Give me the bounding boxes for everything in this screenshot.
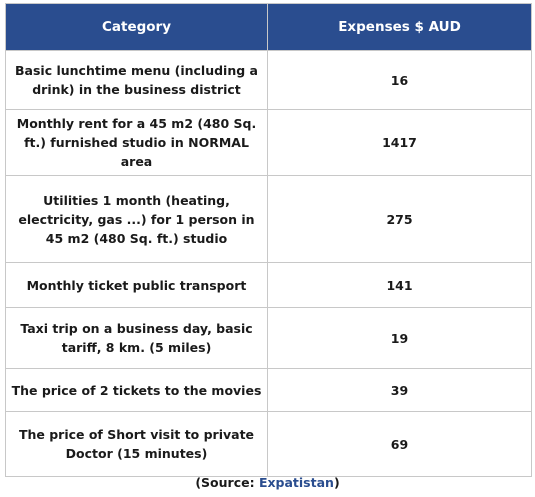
- table-row: The price of 2 tickets to the movies 39: [5, 368, 532, 412]
- source-link[interactable]: Expatistan: [258, 475, 334, 490]
- table-row: Taxi trip on a business day, basic tarif…: [5, 307, 532, 369]
- table-row: Basic lunchtime menu (including a drink)…: [5, 50, 532, 110]
- table-row: Utilities 1 month (heating, electricity,…: [5, 175, 532, 263]
- table-header-row: Category Expenses $ AUD: [5, 3, 532, 51]
- category-cell: Basic lunchtime menu (including a drink)…: [5, 50, 268, 110]
- header-expenses: Expenses $ AUD: [267, 3, 532, 51]
- category-cell: Monthly rent for a 45 m2 (480 Sq. ft.) f…: [5, 109, 268, 176]
- expense-cell: 1417: [267, 109, 532, 176]
- expense-cell: 19: [267, 307, 532, 369]
- category-cell: Utilities 1 month (heating, electricity,…: [5, 175, 268, 263]
- category-cell: The price of Short visit to private Doct…: [5, 411, 268, 477]
- source-suffix: ): [333, 475, 340, 490]
- expenses-table: Category Expenses $ AUD Basic lunchtime …: [5, 3, 532, 477]
- table-row: Monthly rent for a 45 m2 (480 Sq. ft.) f…: [5, 109, 532, 176]
- source-caption: (Source: Expatistan): [0, 475, 535, 490]
- category-cell: Monthly ticket public transport: [5, 262, 268, 308]
- expense-cell: 39: [267, 368, 532, 412]
- category-cell: Taxi trip on a business day, basic tarif…: [5, 307, 268, 369]
- expense-cell: 275: [267, 175, 532, 263]
- source-prefix: (Source:: [195, 475, 259, 490]
- table-row: The price of Short visit to private Doct…: [5, 411, 532, 477]
- expense-cell: 141: [267, 262, 532, 308]
- header-category: Category: [5, 3, 268, 51]
- category-cell: The price of 2 tickets to the movies: [5, 368, 268, 412]
- expense-cell: 69: [267, 411, 532, 477]
- expenses-table-container: Category Expenses $ AUD Basic lunchtime …: [5, 3, 532, 477]
- expense-cell: 16: [267, 50, 532, 110]
- table-row: Monthly ticket public transport 141: [5, 262, 532, 308]
